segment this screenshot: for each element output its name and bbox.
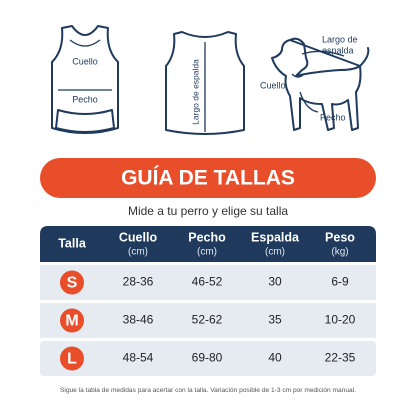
title: GUÍA DE TALLAS xyxy=(121,167,295,190)
table-cell: 28-36 xyxy=(123,275,154,289)
label-dog-cuello: Cuello xyxy=(260,80,286,90)
header-name: Peso xyxy=(325,230,355,244)
table-header-bg xyxy=(40,226,376,262)
table-cell: 38-46 xyxy=(123,313,154,327)
header-unit: (kg) xyxy=(331,247,348,258)
subtitle: Mide a tu perro y elige su talla xyxy=(128,204,288,218)
header-unit: (cm) xyxy=(265,247,285,258)
header-name: Espalda xyxy=(251,230,300,244)
label-pecho: Pecho xyxy=(72,94,98,104)
table-cell: 52-62 xyxy=(192,313,223,327)
shirt-back-illustration xyxy=(165,31,245,135)
table-cell: 22-35 xyxy=(325,351,356,365)
table-row-bg xyxy=(40,341,376,376)
table-cell: 6-9 xyxy=(331,275,349,289)
footnote: Sigue la tabla de medidas para acertar c… xyxy=(60,387,356,394)
dog-illustration xyxy=(271,37,370,131)
title-pill xyxy=(40,158,376,198)
table-cell: 30 xyxy=(268,275,282,289)
header-name: Cuello xyxy=(119,230,158,244)
size-letter: M xyxy=(65,313,78,330)
label-cuello: Cuello xyxy=(72,56,98,66)
table-cell: 10-20 xyxy=(325,313,356,327)
label-dog-espalda: espalda xyxy=(322,45,354,55)
label-dog-pecho: Pecho xyxy=(320,112,346,122)
shirt-front-illustration xyxy=(51,25,119,134)
label-largo-espalda: Largo de espalda xyxy=(190,59,200,125)
table-cell: 35 xyxy=(268,313,282,327)
header-unit: (cm) xyxy=(197,247,217,258)
table-row-bg xyxy=(40,265,376,300)
size-badge xyxy=(60,346,84,371)
size-badge xyxy=(60,308,84,333)
table-cell: 40 xyxy=(268,351,282,365)
size-table: Talla Cuello (cm) Pecho (cm) Espalda (cm) Peso (… xyxy=(40,226,376,376)
table-cell: 69-80 xyxy=(192,351,223,365)
header-name: Pecho xyxy=(188,230,226,244)
size-letter: L xyxy=(67,351,77,368)
table-row-bg xyxy=(40,303,376,338)
header-unit: (cm) xyxy=(128,247,148,258)
label-dog-largo: Largo de xyxy=(322,34,358,44)
table-cell: 48-54 xyxy=(123,351,154,365)
size-letter: S xyxy=(67,275,78,292)
table-cell: 46-52 xyxy=(192,275,223,289)
header-name: Talla xyxy=(58,236,87,250)
size-badge xyxy=(60,270,84,295)
